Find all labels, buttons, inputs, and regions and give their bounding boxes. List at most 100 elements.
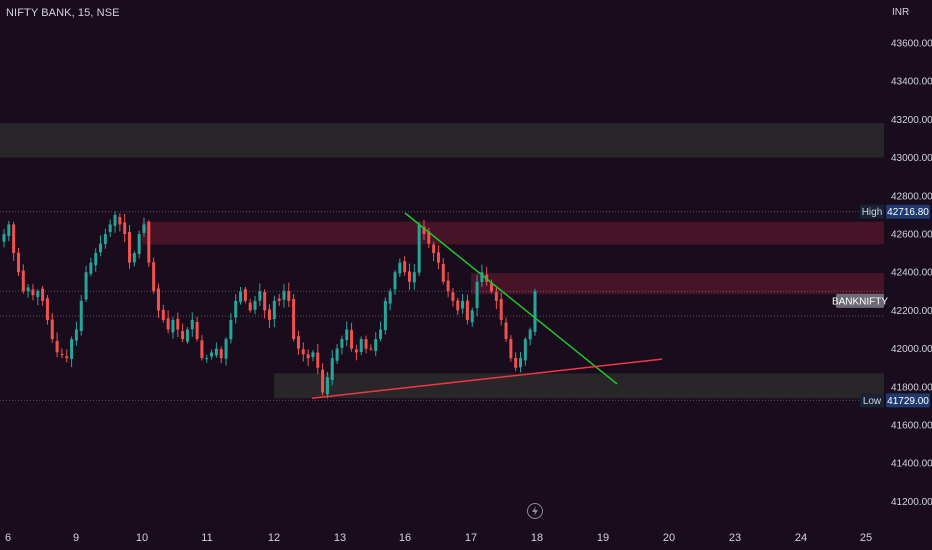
candle-79[interactable] (383, 297, 387, 335)
candle-16[interactable] (79, 294, 83, 336)
candle-2[interactable] (12, 221, 16, 261)
candle-38[interactable] (185, 327, 189, 344)
candle-103[interactable] (499, 293, 503, 326)
candle-11[interactable] (55, 332, 59, 358)
candle-48[interactable] (234, 294, 238, 324)
candle-50[interactable] (243, 286, 247, 304)
candle-94[interactable] (456, 297, 460, 315)
candle-85[interactable] (412, 263, 416, 290)
candle-71[interactable] (345, 321, 349, 347)
candle-63[interactable] (306, 349, 310, 366)
candle-76[interactable] (369, 344, 373, 351)
candle-62[interactable] (301, 342, 305, 362)
candle-25[interactable] (123, 214, 127, 243)
candle-18[interactable] (89, 257, 93, 277)
candle-88[interactable] (427, 227, 431, 248)
candle-58[interactable] (282, 284, 286, 308)
candle-19[interactable] (94, 248, 98, 272)
candle-67[interactable] (325, 371, 329, 399)
candle-59[interactable] (287, 282, 291, 308)
candle-31[interactable] (152, 257, 156, 294)
candle-61[interactable] (296, 330, 300, 355)
candle-68[interactable] (330, 349, 334, 386)
candle-81[interactable] (393, 270, 397, 295)
zone-resistance-2[interactable] (471, 273, 884, 295)
candle-17[interactable] (84, 265, 88, 303)
price-axis[interactable]: 43600.00 43400.00 43200.00 43000.00 42800.00… (891, 39, 932, 508)
candle-3[interactable] (16, 247, 20, 277)
candle-32[interactable] (156, 283, 160, 319)
candle-106[interactable] (514, 352, 518, 372)
candle-78[interactable] (379, 321, 383, 342)
candle-27[interactable] (132, 251, 136, 267)
candle-23[interactable] (113, 211, 117, 233)
candle-70[interactable] (340, 335, 344, 355)
candle-93[interactable] (451, 288, 455, 307)
replay-button[interactable] (527, 503, 543, 519)
time-axis[interactable]: 6 9 10 11 12 13 16 17 18 19 20 23 24 25 (5, 532, 872, 544)
candle-53[interactable] (258, 283, 262, 307)
trendline-green[interactable] (404, 212, 618, 385)
candle-96[interactable] (465, 294, 469, 325)
zone-support-3[interactable] (274, 373, 884, 399)
candle-109[interactable] (528, 327, 532, 346)
candle-29[interactable] (142, 217, 146, 237)
candle-87[interactable] (422, 219, 426, 240)
candle-43[interactable] (210, 349, 214, 360)
candle-66[interactable] (321, 363, 325, 396)
candle-110[interactable] (533, 288, 537, 336)
candle-98[interactable] (475, 274, 479, 317)
candle-73[interactable] (354, 344, 358, 361)
candle-21[interactable] (103, 228, 107, 249)
candle-10[interactable] (50, 313, 54, 343)
candle-0[interactable] (2, 228, 6, 248)
candle-4[interactable] (21, 264, 25, 294)
candle-102[interactable] (494, 287, 498, 310)
candle-44[interactable] (214, 342, 218, 358)
candle-30[interactable] (147, 219, 151, 267)
candle-12[interactable] (60, 348, 64, 359)
candle-64[interactable] (311, 350, 315, 362)
candle-33[interactable] (161, 304, 165, 323)
candle-13[interactable] (65, 349, 69, 363)
candle-40[interactable] (195, 316, 199, 342)
candle-72[interactable] (350, 322, 354, 352)
candle-15[interactable] (74, 321, 78, 346)
candle-57[interactable] (277, 293, 281, 307)
candle-56[interactable] (272, 295, 276, 328)
candle-95[interactable] (461, 293, 465, 314)
candle-8[interactable] (41, 285, 45, 306)
candle-84[interactable] (407, 263, 411, 290)
candle-5[interactable] (26, 283, 30, 298)
candle-54[interactable] (263, 289, 267, 319)
candle-41[interactable] (200, 335, 204, 361)
candle-91[interactable] (441, 258, 445, 285)
candle-97[interactable] (470, 307, 474, 327)
candle-83[interactable] (403, 256, 407, 276)
candle-37[interactable] (181, 323, 185, 343)
candle-20[interactable] (99, 235, 103, 257)
candle-46[interactable] (224, 337, 228, 366)
candle-108[interactable] (523, 337, 527, 366)
candle-90[interactable] (436, 245, 440, 270)
candle-51[interactable] (248, 298, 252, 313)
candle-14[interactable] (70, 336, 74, 368)
candle-55[interactable] (268, 304, 271, 328)
candle-28[interactable] (137, 230, 141, 259)
candle-104[interactable] (504, 317, 508, 343)
candle-47[interactable] (229, 313, 233, 344)
candle-74[interactable] (359, 336, 363, 356)
candle-86[interactable] (417, 221, 421, 277)
candle-7[interactable] (36, 289, 40, 306)
candle-1[interactable] (7, 220, 11, 242)
candle-75[interactable] (364, 335, 368, 354)
candle-77[interactable] (374, 332, 378, 357)
candle-60[interactable] (292, 294, 296, 342)
candle-6[interactable] (31, 283, 35, 301)
candle-42[interactable] (205, 354, 209, 363)
candle-45[interactable] (219, 346, 223, 364)
candle-34[interactable] (166, 310, 170, 334)
candle-22[interactable] (108, 219, 112, 237)
candle-82[interactable] (398, 258, 402, 277)
